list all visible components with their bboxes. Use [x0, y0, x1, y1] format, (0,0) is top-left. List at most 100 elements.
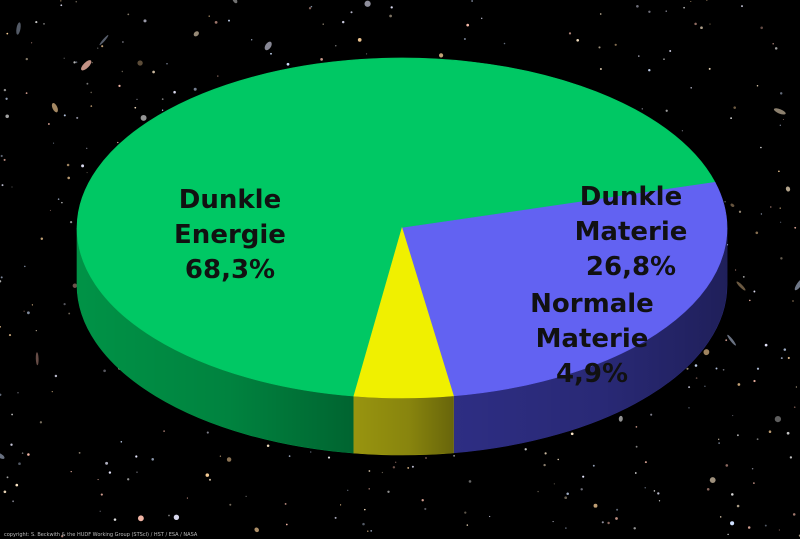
star [308, 7, 312, 10]
pie-side-shade-normal [353, 395, 454, 455]
star [27, 453, 30, 456]
star [320, 58, 323, 61]
star [778, 529, 781, 531]
star [727, 533, 729, 536]
star [286, 62, 290, 66]
star [725, 464, 729, 467]
star [737, 383, 741, 386]
star [424, 456, 428, 460]
star [370, 530, 373, 532]
star [357, 38, 362, 42]
star [793, 406, 796, 409]
star [66, 163, 70, 167]
star [49, 209, 51, 211]
star [137, 60, 143, 66]
star [0, 326, 1, 328]
star [72, 283, 78, 288]
star [5, 97, 8, 100]
star [136, 471, 138, 473]
star [12, 500, 14, 503]
star [61, 201, 63, 204]
star [266, 444, 270, 448]
star [695, 377, 698, 379]
star [751, 468, 754, 470]
slice-label-line: 68,3% [185, 255, 275, 285]
star [552, 521, 554, 523]
star [783, 348, 787, 351]
star [90, 91, 93, 94]
star [787, 356, 790, 360]
star [101, 45, 104, 48]
star [635, 445, 638, 448]
star [206, 431, 209, 434]
star [704, 385, 706, 387]
star [73, 61, 76, 64]
slice-label-normal: Normale Materie 4,9% [530, 289, 654, 389]
galaxy [703, 349, 710, 356]
star [742, 275, 745, 278]
galaxy [264, 41, 272, 51]
star [11, 186, 13, 188]
star [86, 147, 88, 149]
star [568, 32, 572, 35]
star [471, 0, 473, 2]
star [789, 456, 793, 459]
slice-label-line: Normale [530, 289, 654, 319]
galaxy [254, 527, 259, 533]
galaxy [35, 352, 39, 366]
star [23, 310, 25, 312]
star [724, 200, 726, 203]
star [411, 465, 414, 468]
galaxy [773, 108, 786, 115]
star [453, 454, 456, 457]
star [25, 57, 28, 61]
star [576, 38, 580, 42]
star [284, 502, 287, 505]
star [756, 367, 760, 370]
star [690, 0, 692, 3]
star [772, 42, 774, 45]
slice-label-line: Dunkle [179, 185, 281, 215]
star [665, 109, 668, 112]
star [368, 488, 370, 490]
star [63, 114, 66, 117]
star [134, 106, 137, 109]
slice-label-line: Materie [536, 324, 649, 354]
star [68, 312, 71, 315]
star [140, 114, 147, 121]
star [251, 39, 253, 41]
star [392, 466, 396, 469]
star [755, 231, 759, 235]
star [792, 513, 796, 516]
image-credit: copyright: S. Beckwith & the HUDF Workin… [4, 532, 198, 538]
star [143, 19, 147, 23]
slice-label-line: Dunkle [580, 182, 682, 212]
star [709, 23, 711, 25]
star [389, 14, 392, 18]
star [768, 430, 772, 433]
star [15, 483, 19, 487]
star [648, 68, 651, 72]
star [464, 511, 467, 514]
star [764, 343, 768, 347]
star [99, 510, 101, 512]
star [614, 43, 617, 46]
star [219, 455, 222, 457]
star [731, 493, 734, 496]
galaxy [730, 203, 735, 207]
star [564, 496, 568, 500]
galaxy [99, 35, 109, 46]
star [173, 90, 176, 94]
star [186, 497, 188, 499]
star [91, 62, 93, 64]
star [503, 42, 506, 45]
star [334, 516, 337, 519]
star [764, 524, 767, 527]
star [90, 105, 93, 107]
star [760, 146, 762, 149]
galaxy [794, 278, 800, 291]
star [368, 470, 371, 472]
star [557, 458, 559, 461]
star [166, 63, 168, 65]
pie-slice-energie [76, 57, 716, 397]
